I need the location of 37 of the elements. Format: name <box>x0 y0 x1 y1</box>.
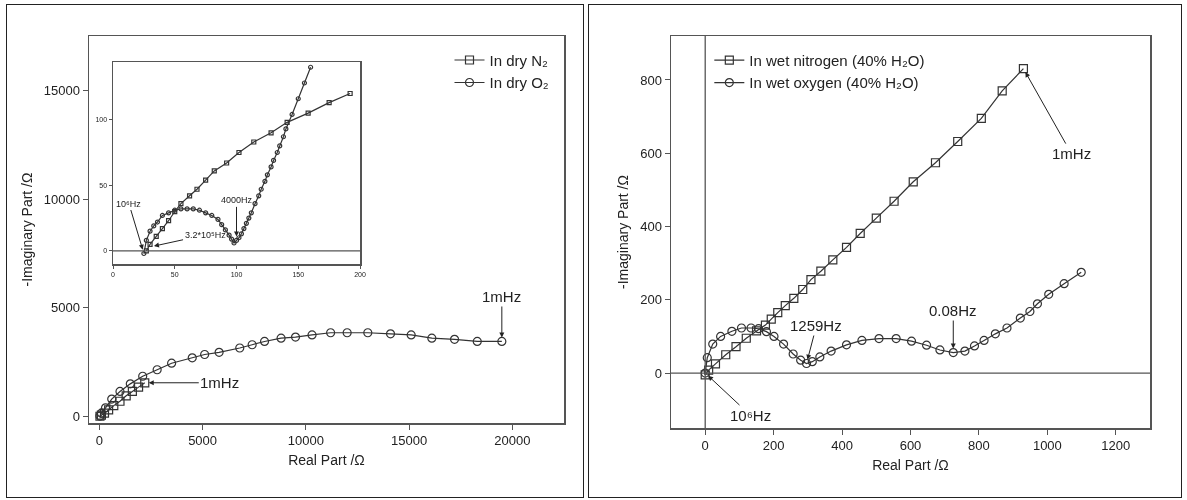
x-tick-label: 400 <box>831 438 853 454</box>
y-tick-label: 10000 <box>43 191 80 207</box>
y-axis-title: -Imaginary Part /Ω <box>18 172 35 287</box>
y-tick-label: 0 <box>72 409 80 425</box>
annotation: 1mHz <box>1052 145 1092 162</box>
x-tick-label: 20000 <box>494 433 531 449</box>
legend-label: In wet nitrogen (40% H₂O) <box>749 51 925 69</box>
x-axis-title: Real Part /Ω <box>288 452 365 469</box>
y-tick-label: 15000 <box>43 82 80 98</box>
x-axis-title: Real Part /Ω <box>872 457 949 474</box>
x-tick-label: 600 <box>899 438 922 454</box>
x-tick-label: 10000 <box>287 433 324 449</box>
annotation: 1mHz <box>482 288 522 305</box>
legend-label: In wet oxygen (40% H₂O) <box>749 74 919 92</box>
y-tick-label: 400 <box>640 219 662 235</box>
annotation: 0.08Hz <box>929 302 977 319</box>
y-tick-label: 200 <box>640 292 662 308</box>
legend-label: In dry N₂ <box>489 51 549 69</box>
y-tick-label: 800 <box>640 72 662 88</box>
x-tick-label: 800 <box>968 438 990 454</box>
y-tick-label: 0 <box>654 365 662 381</box>
y-tick-label: 600 <box>640 145 662 161</box>
y-axis-title: -Imaginary Part /Ω <box>615 175 632 289</box>
x-tick-label: 15000 <box>391 433 428 449</box>
y-tick-label: 5000 <box>50 300 80 316</box>
annotation: 4000Hz <box>221 195 253 205</box>
x-tick-label: 1000 <box>1032 438 1062 454</box>
x-tick-label: 200 <box>762 438 785 454</box>
annotation: 10⁶Hz <box>730 407 772 424</box>
annotation: 1mHz <box>200 374 240 391</box>
annotation: 1259Hz <box>790 317 842 334</box>
x-tick-label: 1200 <box>1101 438 1131 454</box>
legend-label: In dry O₂ <box>489 74 549 92</box>
annotation: 10⁶Hz <box>116 199 142 209</box>
x-tick-label: 5000 <box>188 433 218 449</box>
x-tick-label: 0 <box>701 438 709 454</box>
annotation: 3.2*10⁵Hz <box>185 230 227 240</box>
